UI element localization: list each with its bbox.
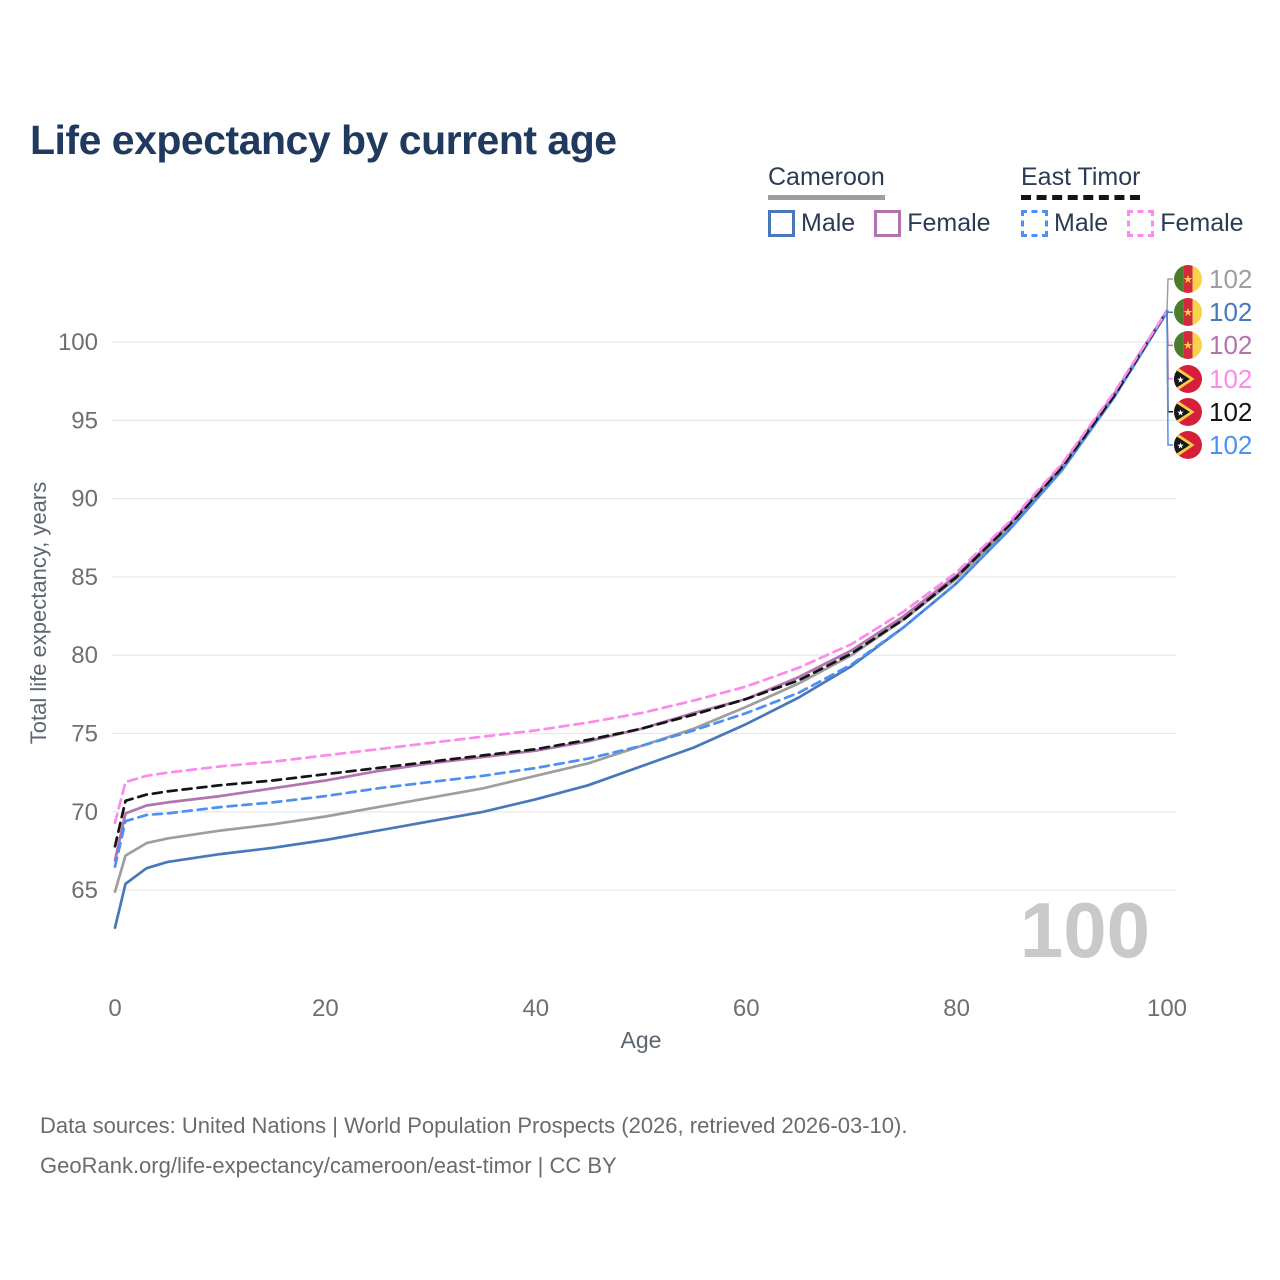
legend-item-east-timor-male[interactable]: Male: [1021, 209, 1108, 238]
east-timor-flag-icon: ★: [1174, 431, 1202, 459]
age-watermark: 100: [1020, 886, 1150, 974]
page-title: Life expectancy by current age: [30, 117, 617, 164]
legend-header-cameroon: Cameroon: [768, 163, 885, 200]
end-label-row-cameroon-0[interactable]: ★ 102: [1174, 265, 1252, 293]
end-label-row-east-timor-3[interactable]: ★ 102: [1174, 363, 1253, 394]
legend-group-east-timor: East Timor Male Female: [1021, 163, 1244, 238]
series-line-cameroon-female[interactable]: [113, 309, 1169, 862]
y-tick-70: 70: [71, 799, 98, 826]
svg-text:★: ★: [1183, 341, 1193, 353]
end-label-value: 102: [1209, 430, 1253, 460]
series-line-cameroon-both-sexes[interactable]: [113, 310, 1169, 894]
series-line-cameroon-male[interactable]: [113, 310, 1169, 930]
y-tick-95: 95: [71, 407, 98, 434]
legend-items-cameroon: Male Female: [768, 209, 991, 238]
x-axis-title: Age: [621, 1027, 662, 1053]
legend-header-east-timor: East Timor: [1021, 163, 1141, 200]
end-label-value: 102: [1209, 396, 1253, 427]
cameroon-female-swatch-icon: [874, 210, 902, 237]
svg-text:★: ★: [1177, 408, 1185, 418]
x-tick-40: 40: [522, 995, 549, 1022]
y-tick-90: 90: [71, 486, 98, 513]
end-label-value: 102: [1209, 264, 1253, 294]
cameroon-flag-icon: ★: [1174, 331, 1202, 360]
legend-label-cameroon-male: Male: [801, 209, 856, 237]
svg-text:★: ★: [1183, 307, 1193, 319]
legend-items-east-timor: Male Female: [1021, 209, 1244, 238]
legend-group-cameroon: Cameroon Male Female: [768, 163, 991, 238]
y-tick-85: 85: [71, 564, 98, 591]
east-timor-flag-icon: ★: [1174, 364, 1202, 393]
east-timor-flag-icon: ★: [1174, 397, 1202, 426]
east-timor-female-swatch-icon: [1127, 210, 1155, 237]
series-line-east-timor-female[interactable]: [113, 309, 1169, 825]
end-label-row-cameroon-2[interactable]: ★ 102: [1174, 330, 1253, 361]
end-label-row-cameroon-1[interactable]: ★ 102: [1174, 297, 1253, 328]
end-label-connector: [1166, 310, 1173, 446]
legend-item-east-timor-female[interactable]: Female: [1127, 209, 1244, 238]
cameroon-flag-icon: ★: [1174, 298, 1202, 327]
source-text: Data sources: United Nations | World Pop…: [40, 1106, 907, 1186]
source-line-2: GeoRank.org/life-expectancy/cameroon/eas…: [40, 1153, 617, 1178]
svg-text:★: ★: [1183, 274, 1193, 286]
y-tick-100: 100: [58, 329, 98, 356]
legend-label-east-timor-female: Female: [1160, 209, 1244, 237]
y-tick-80: 80: [71, 642, 98, 669]
legend-item-cameroon-male[interactable]: Male: [768, 209, 855, 238]
end-label-value: 102: [1209, 297, 1253, 328]
series-line-east-timor-male[interactable]: [113, 310, 1169, 868]
x-tick-0: 0: [108, 995, 121, 1022]
svg-text:★: ★: [1177, 374, 1185, 384]
y-axis-title: Total life expectancy, years: [26, 482, 51, 745]
legend-item-cameroon-female[interactable]: Female: [874, 209, 991, 238]
end-label-connector: [1166, 310, 1173, 313]
cameroon-flag-icon: ★: [1174, 265, 1202, 293]
x-tick-20: 20: [312, 995, 339, 1022]
series-line-east-timor-both-sexes[interactable]: [113, 309, 1169, 848]
y-tick-75: 75: [71, 721, 98, 748]
legend: Cameroon Male Female East Timor Male: [0, 163, 1280, 243]
legend-label-cameroon-female: Female: [907, 209, 991, 237]
end-label-row-east-timor-4[interactable]: ★ 102: [1174, 396, 1253, 427]
x-tick-100: 100: [1147, 995, 1187, 1022]
end-label-connector: [1166, 278, 1173, 311]
east-timor-male-swatch-icon: [1021, 210, 1048, 237]
source-line-1: Data sources: United Nations | World Pop…: [40, 1113, 908, 1138]
cameroon-male-swatch-icon: [768, 210, 795, 237]
end-label-value: 102: [1209, 330, 1253, 361]
x-tick-60: 60: [733, 995, 760, 1022]
x-tick-80: 80: [943, 995, 970, 1022]
y-tick-65: 65: [71, 877, 98, 904]
svg-text:★: ★: [1177, 441, 1185, 451]
end-label-row-east-timor-5[interactable]: ★ 102: [1174, 431, 1252, 459]
legend-label-east-timor-male: Male: [1054, 209, 1109, 237]
end-label-value: 102: [1209, 363, 1253, 394]
